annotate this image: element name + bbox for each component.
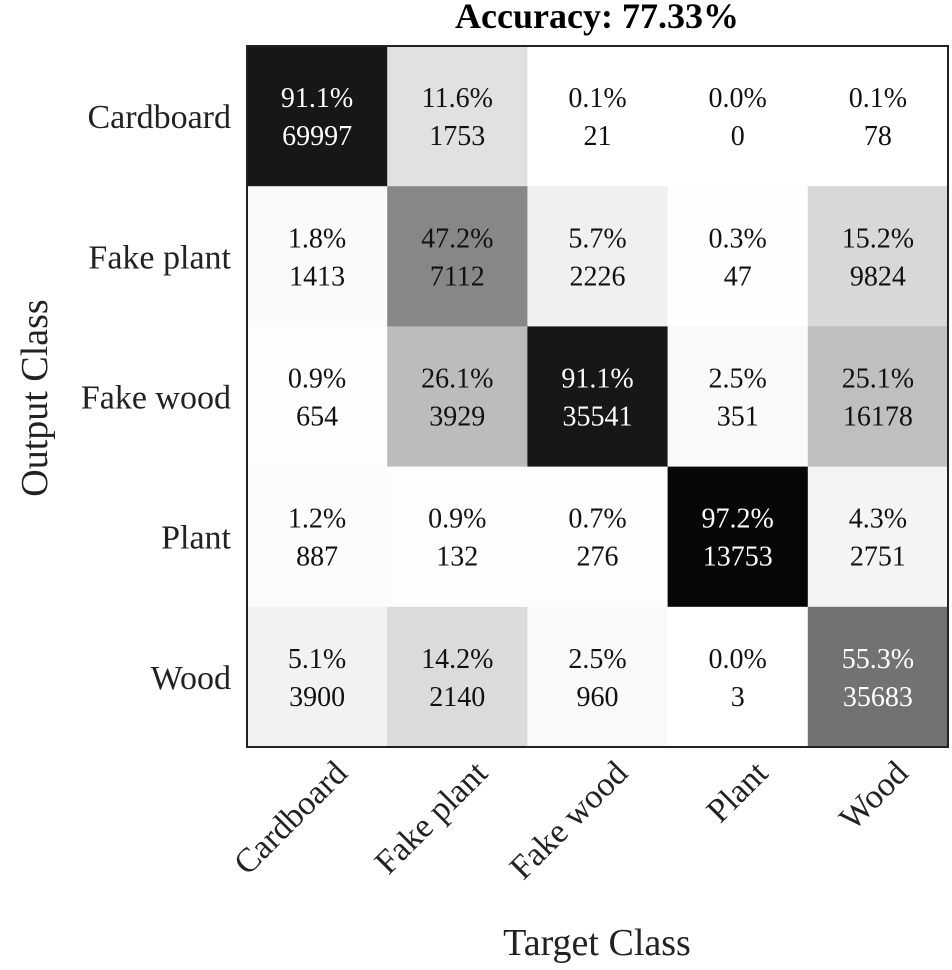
matrix-cell [807,466,949,608]
cell-count-label: 132 [436,542,478,573]
matrix-cell [247,466,388,608]
chart-title: Accuracy: 77.33% [455,0,739,36]
x-tick-labels: Cardboard Fake plant Fake wood Plant Wood [227,754,915,887]
cell-count-label: 654 [296,402,338,433]
matrix-cell [527,186,669,327]
x-tick-label: Fake plant [368,754,495,881]
matrix-cell [667,186,809,327]
cell-count-label: 276 [577,542,619,573]
matrix-cell [527,606,669,748]
matrix-frame [246,45,949,748]
cell-percent-label: 91.1% [281,83,353,114]
cell-percent-label: 0.7% [568,504,626,535]
cell-percent-label: 0.0% [709,644,767,675]
matrix-cell [807,186,949,327]
matrix-cell [247,326,388,468]
y-tick-label: Plant [161,520,231,557]
cell-percent-label: 26.1% [421,364,493,395]
cell-percent-label: 2.5% [568,644,626,675]
cell-percent-label: 0.1% [849,83,907,114]
cell-percent-label: 0.9% [288,364,346,395]
cell-count-label: 2751 [850,542,906,573]
matrix-cell [667,466,809,608]
cell-percent-label: 1.2% [288,504,346,535]
matrix-cell [247,46,388,187]
cell-percent-label: 2.5% [709,364,767,395]
cell-count-label: 7112 [430,261,485,292]
matrix-cell [667,606,809,748]
cell-percent-label: 5.1% [288,644,346,675]
matrix-cell [387,466,528,608]
cell-count-label: 35541 [563,402,633,433]
cell-count-label: 2226 [570,261,626,292]
cell-count-label: 960 [577,682,619,713]
x-tick-label: Cardboard [227,754,355,882]
cell-percent-label: 14.2% [421,644,493,675]
cell-percent-label: 91.1% [561,364,633,395]
cell-percent-label: 0.0% [709,83,767,114]
cell-percent-label: 0.9% [428,504,486,535]
matrix-cell [667,46,809,187]
matrix-cell [247,186,388,327]
cell-count-label: 887 [296,542,338,573]
cell-percent-label: 4.3% [849,504,907,535]
matrix-cell [527,46,669,187]
cell-count-label: 3900 [289,682,345,713]
cell-count-label: 1753 [429,121,485,152]
y-axis-label: Output Class [14,299,56,496]
matrix-cell [387,606,528,748]
cell-count-label: 3929 [429,402,485,433]
matrix-cell [387,326,528,468]
cell-count-label: 69997 [282,121,352,152]
cell-percent-label: 0.3% [709,223,767,254]
cell-count-label: 16178 [843,402,913,433]
cell-count-label: 78 [864,121,892,152]
cell-percent-label: 55.3% [842,644,914,675]
matrix-cells: 91.1% 69997 11.6% 1753 0.1% 21 0.0% 0 0.1% 78 1.8%… [247,46,949,748]
cell-percent-label: 25.1% [842,364,914,395]
matrix-cell [247,606,388,748]
x-axis-label: Target Class [503,922,691,964]
y-tick-labels: Cardboard Fake plant Fake wood Plant Wood [81,99,232,697]
matrix-cell [387,46,528,187]
matrix-cell [807,606,949,748]
x-tick-label: Fake wood [503,754,635,886]
x-tick-label: Plant [700,754,776,830]
cell-percent-label: 5.7% [568,223,626,254]
y-tick-label: Fake wood [81,380,231,417]
cell-count-label: 351 [717,402,759,433]
matrix-cell [807,46,949,187]
cell-count-label: 47 [724,261,752,292]
y-tick-label: Cardboard [87,99,231,136]
cell-percent-label: 97.2% [702,504,774,535]
cell-count-label: 13753 [703,542,773,573]
x-tick-label: Wood [833,754,916,837]
cell-count-label: 2140 [429,682,485,713]
cell-count-label: 0 [731,121,745,152]
cell-percent-label: 15.2% [842,223,914,254]
cell-count-label: 9824 [850,261,906,292]
cell-count-label: 21 [584,121,612,152]
cell-count-label: 3 [731,682,745,713]
cell-percent-label: 1.8% [288,223,346,254]
matrix-cell [667,326,809,468]
cell-percent-label: 11.6% [422,83,493,114]
y-tick-label: Fake plant [88,239,231,276]
y-tick-label: Wood [151,660,231,697]
cell-count-label: 35683 [843,682,913,713]
cell-percent-label: 47.2% [421,223,493,254]
matrix-cell [387,186,528,327]
matrix-cell [527,466,669,608]
matrix-cell [807,326,949,468]
cell-percent-label: 0.1% [568,83,626,114]
matrix-cell [527,326,669,468]
cell-count-label: 1413 [289,261,345,292]
